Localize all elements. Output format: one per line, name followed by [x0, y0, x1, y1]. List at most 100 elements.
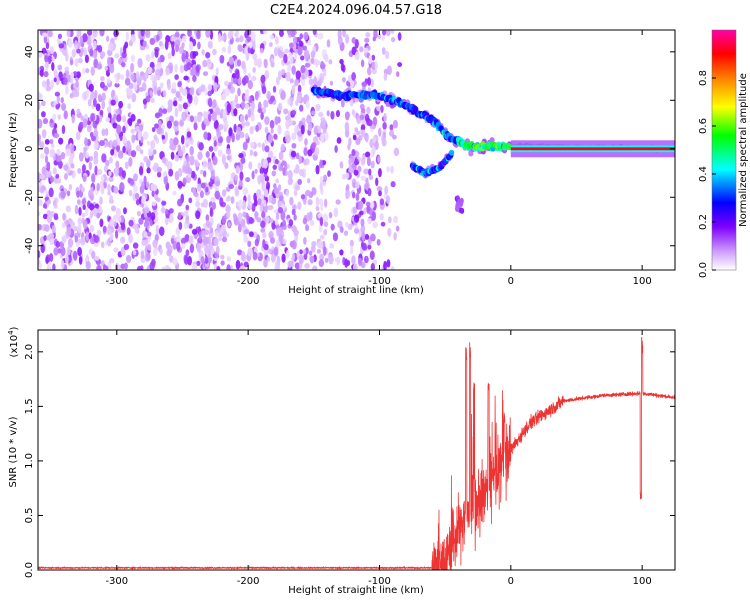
spectrogram-noise-cell	[289, 196, 294, 206]
spectrogram-noise-cell	[108, 170, 112, 177]
spectrogram-noise-cell	[370, 160, 375, 169]
spectrogram-noise-cell	[48, 187, 54, 198]
spectrogram-noise-cell	[196, 260, 201, 266]
spectrogram-noise-cell	[177, 168, 183, 177]
spectrogram-noise-cell	[243, 75, 249, 84]
spectrogram-noise-cell	[77, 57, 83, 64]
spectrogram-noise-cell	[39, 173, 46, 180]
spectrogram-noise-cell	[299, 104, 304, 112]
spectrogram-noise-cell	[360, 107, 366, 114]
spectrogram-noise-cell	[101, 92, 106, 101]
spectrogram-noise-cell	[104, 128, 109, 137]
spectrogram-noise-cell	[91, 208, 97, 216]
spectrogram-noise-cell	[139, 149, 144, 155]
spectrogram-noise-cell	[204, 229, 210, 235]
spectrogram-noise-cell	[308, 78, 315, 86]
spectrogram-noise-cell	[309, 219, 315, 227]
spectrogram-noise-cell	[221, 189, 227, 197]
spectrogram-noise-cell	[293, 189, 298, 197]
spectrogram-noise-cell	[68, 183, 73, 191]
spectrogram-noise-cell	[353, 228, 360, 234]
spectrogram-noise-cell	[75, 80, 79, 88]
spectrogram-noise-cell	[310, 244, 316, 253]
spectrogram-noise-cell	[383, 260, 387, 270]
spectrogram-noise-cell	[385, 30, 391, 37]
spectrogram-noise-cell	[273, 246, 279, 256]
spectrogram-noise-cell	[205, 214, 210, 222]
spectrogram-noise-cell	[65, 205, 72, 213]
spectrogram-noise-cell	[372, 221, 378, 229]
spectrogram-noise-cell	[286, 30, 292, 36]
spectrogram-noise-cell	[365, 151, 371, 158]
spectrogram-noise-cell	[257, 198, 262, 206]
spectrogram-signal-cell	[459, 197, 464, 204]
spectrogram-noise-cell	[147, 148, 154, 157]
snr-y-tick-label: 0.0	[24, 562, 35, 578]
spectrogram-noise-cell	[237, 87, 241, 97]
spectrogram-noise-cell	[268, 230, 274, 239]
spectrogram-noise-cell	[162, 108, 168, 114]
spectrogram-noise-cell	[52, 167, 57, 175]
spectrogram-noise-cell	[194, 159, 199, 166]
spectrogram-noise-cell	[380, 104, 384, 113]
spectrogram-noise-cell	[128, 233, 133, 244]
spectrogram-noise-cell	[186, 167, 193, 175]
spectrogram-noise-cell	[260, 227, 266, 233]
spectrogram-noise-cell	[376, 238, 381, 246]
spectrogram-noise-cell	[167, 99, 174, 108]
spectrogram-noise-cell	[271, 170, 277, 177]
spectrogram-noise-cell	[196, 113, 202, 123]
spectrogram-noise-cell	[355, 192, 360, 202]
spectrogram-noise-cell	[121, 51, 127, 59]
spectrogram-noise-cell	[70, 144, 75, 154]
spectrogram-noise-cell	[337, 220, 343, 229]
spectrogram-noise-cell	[233, 123, 237, 133]
spectrogram-noise-cell	[71, 114, 75, 124]
spectrogram-noise-cell	[154, 48, 159, 58]
spectrogram-noise-cell	[311, 187, 317, 196]
spectrogram-noise-cell	[82, 219, 88, 230]
spectrogram-noise-cell	[251, 75, 257, 82]
spectrogram-noise-cell	[219, 54, 225, 64]
spectrogram-noise-cell	[123, 44, 127, 54]
spectrogram-noise-cell	[219, 197, 224, 207]
spectrogram-noise-cell	[152, 184, 158, 192]
spectrogram-noise-cell	[251, 170, 255, 180]
spectrogram-noise-cell	[152, 149, 157, 155]
spectrogram-noise-cell	[266, 90, 271, 101]
spectrogram-noise-cell	[269, 95, 276, 102]
spectrogram-noise-cell	[109, 63, 115, 74]
spectrogram-noise-cell	[154, 233, 159, 241]
spectrogram-noise-cell	[62, 47, 68, 56]
spectrogram-noise-cell	[381, 134, 385, 143]
spectrogram-noise-cell	[262, 231, 267, 239]
spectrogram-noise-cell	[361, 154, 366, 165]
spectrogram-noise-cell	[299, 33, 304, 40]
spectrogram-noise-cell	[51, 62, 55, 71]
spectrogram-noise-cell	[367, 119, 373, 127]
spectrogram-noise-cell	[89, 155, 93, 162]
spectrogram-noise-cell	[143, 175, 147, 186]
spectrogram-noise-cell	[116, 114, 122, 123]
spectrogram-noise-cell	[369, 201, 375, 209]
spectrogram-noise-cell	[50, 143, 55, 149]
spectrogram-x-tick-label: 0	[508, 276, 514, 287]
spectrogram-noise-cell	[263, 99, 269, 108]
spectrogram-noise-cell	[266, 256, 271, 262]
spectrogram-noise-cell	[89, 48, 94, 57]
spectrogram-noise-cell	[40, 243, 45, 254]
spectrogram-noise-cell	[227, 30, 234, 40]
colorbar-tick-label: 0.0	[698, 262, 709, 278]
spectrogram-noise-cell	[53, 213, 59, 219]
spectrogram-noise-cell	[120, 236, 126, 244]
spectrogram-noise-cell	[269, 119, 275, 129]
spectrogram-noise-cell	[361, 231, 366, 242]
spectrogram-noise-cell	[77, 167, 82, 174]
spectrogram-noise-cell	[114, 53, 120, 59]
spectrogram-x-label: Height of straight line (km)	[288, 285, 424, 296]
spectrogram-noise-cell	[361, 81, 367, 87]
spectrogram-noise-cell	[215, 107, 221, 116]
spectrogram-noise-cell	[174, 63, 178, 73]
spectrogram-noise-cell	[200, 202, 206, 208]
spectrogram-noise-cell	[138, 217, 144, 225]
